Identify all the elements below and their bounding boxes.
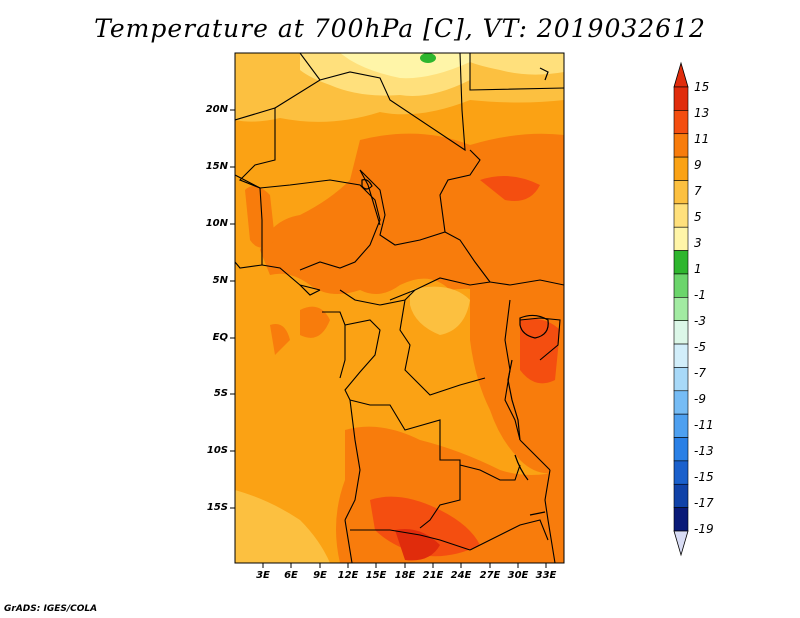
colorbar-box [673, 367, 689, 392]
lon-label: 12E [337, 570, 359, 581]
colorbar-label: -19 [694, 522, 714, 536]
lat-label: 5N [212, 275, 228, 286]
map-title: Temperature at 700hPa [C], VT: 201903261… [94, 14, 706, 43]
lon-label: 27E [479, 570, 501, 581]
map-frame [234, 52, 565, 564]
lat-ticks [230, 109, 235, 509]
colorbar-label: 3 [694, 236, 702, 250]
lat-label: 15N [205, 161, 228, 172]
colorbar-box [673, 86, 689, 111]
colorbar-box [673, 460, 689, 485]
colorbar-label: -11 [694, 418, 714, 432]
lat-label: 20N [205, 104, 228, 115]
lon-label: 9E [313, 570, 327, 581]
colorbar-label: 1 [694, 262, 702, 276]
colorbar-label: 11 [694, 132, 710, 146]
colorbar-box [673, 413, 689, 438]
colorbar-box [673, 203, 689, 228]
lon-label: 33E [535, 570, 557, 581]
colorbar-box [673, 507, 689, 532]
colorbar-bottom-arrow [673, 530, 689, 557]
colorbar-label: -7 [694, 366, 706, 380]
lakes-and-coast [299, 67, 549, 516]
colorbar-label: -15 [694, 470, 714, 484]
colorbar-box [673, 483, 689, 508]
colorbar-box [673, 320, 689, 345]
lon-label: 18E [394, 570, 416, 581]
lon-label: 24E [450, 570, 472, 581]
colorbar-label: 9 [694, 158, 702, 172]
temperature-field [235, 53, 564, 563]
colorbar-box [673, 156, 689, 181]
colorbar-label: -13 [694, 444, 714, 458]
lat-label: 5S [213, 388, 228, 399]
colorbar-label: 13 [694, 106, 710, 120]
colorbar-label: 15 [694, 80, 710, 94]
lon-label: 15E [365, 570, 387, 581]
colorbar-box [673, 133, 689, 158]
colorbar-label: 7 [694, 184, 702, 198]
colorbar-box [673, 390, 689, 415]
lon-label: 3E [256, 570, 270, 581]
colorbar-label: 5 [694, 210, 702, 224]
lat-label: 10N [205, 218, 228, 229]
colorbar-label: -3 [694, 314, 706, 328]
lon-ticks [262, 563, 547, 568]
colorbar-box [673, 343, 689, 368]
lon-label: 30E [507, 570, 529, 581]
colorbar-box [673, 273, 689, 298]
colorbar [673, 61, 689, 557]
colorbar-box [673, 110, 689, 135]
colorbar-box [673, 437, 689, 462]
colorbar-label: -1 [694, 288, 706, 302]
colorbar-box [673, 250, 689, 275]
colorbar-label: -9 [694, 392, 706, 406]
colorbar-label: -17 [694, 496, 714, 510]
lon-label: 21E [422, 570, 444, 581]
lat-label: 10S [206, 445, 228, 456]
country-borders [235, 53, 564, 563]
colorbar-box [673, 297, 689, 321]
lat-label: EQ [212, 332, 228, 343]
grads-credit: GrADS: IGES/COLA [4, 604, 98, 614]
colorbar-label: -5 [694, 340, 706, 354]
colorbar-box [673, 226, 689, 251]
lon-label: 6E [284, 570, 298, 581]
colorbar-top-arrow [673, 61, 689, 88]
lat-label: 15S [206, 502, 228, 513]
colorbar-box [673, 180, 689, 205]
